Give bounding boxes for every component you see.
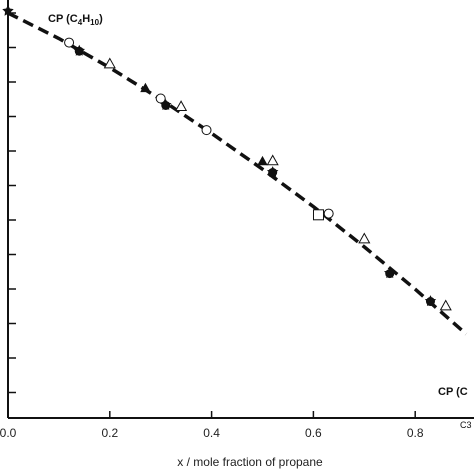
point-open-triangle xyxy=(103,57,116,69)
x-axis-title: x / mole fraction of propane xyxy=(177,455,323,469)
annotation-cp-c4: CP (C4H10) xyxy=(48,13,103,27)
y-ticks xyxy=(8,12,16,394)
point-star xyxy=(384,267,396,278)
x-tick-label: 0.6 xyxy=(305,426,322,440)
point-star xyxy=(73,44,85,56)
x-tick-label: 0.4 xyxy=(203,426,220,440)
point-open-circle xyxy=(323,208,334,219)
point-open-circle xyxy=(155,93,166,104)
point-open-triangle xyxy=(439,299,452,311)
point-open-square xyxy=(312,209,324,221)
trend-line-group xyxy=(7,11,468,336)
annotation-corner: C3 xyxy=(460,420,472,430)
point-star xyxy=(160,99,172,110)
point-filled-triangle xyxy=(257,155,268,166)
point-open-circle xyxy=(201,125,212,136)
x-tick-label: 0.0 xyxy=(0,426,17,440)
point-open-triangle xyxy=(358,232,371,244)
point-star xyxy=(267,166,279,177)
point-star xyxy=(2,4,14,16)
trend-line xyxy=(7,11,468,336)
point-open-circle xyxy=(64,37,75,48)
x-tick-label: 0.2 xyxy=(101,426,118,440)
point-open-triangle xyxy=(266,154,279,166)
point-open-triangle xyxy=(174,100,188,112)
data-points xyxy=(2,4,452,311)
point-filled-triangle xyxy=(140,82,151,93)
x-ticks: 0.0 0.2 0.4 0.6 0.8 xyxy=(0,411,424,440)
annotation-cp-c3: CP (C xyxy=(438,386,468,398)
point-star xyxy=(424,295,437,306)
x-tick-label: 0.8 xyxy=(407,426,424,440)
